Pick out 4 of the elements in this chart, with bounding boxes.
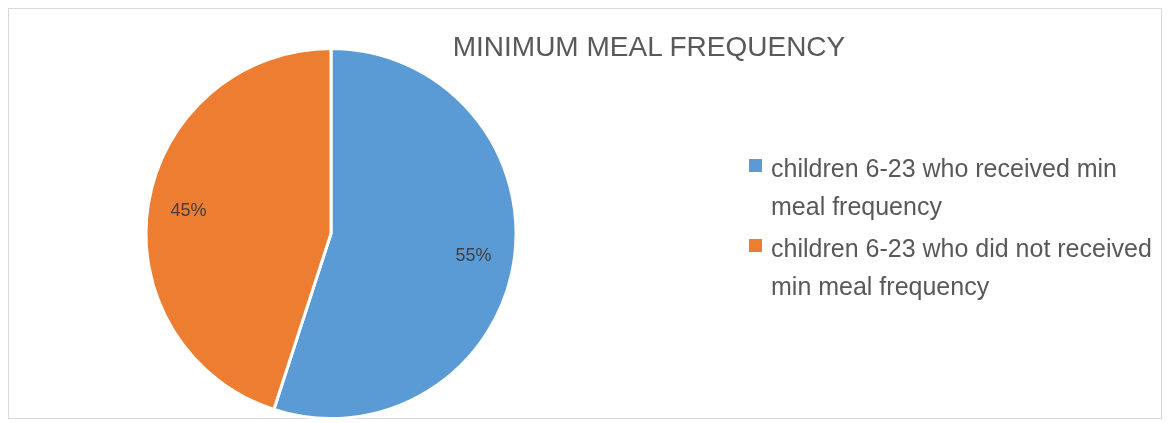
data-label: 55% (455, 245, 492, 266)
data-label: 45% (170, 199, 207, 220)
legend-label: children 6-23 who did not received min meal frequency (771, 233, 1153, 302)
chart-title: MINIMUM MEAL FREQUENCY (451, 31, 847, 63)
